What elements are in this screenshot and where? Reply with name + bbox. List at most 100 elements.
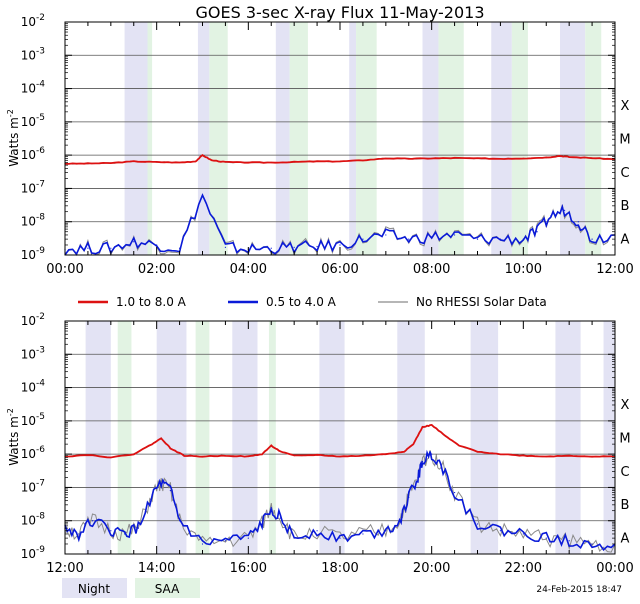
timestamp: 24-Feb-2015 18:47 xyxy=(536,585,622,595)
series-long-point xyxy=(87,454,89,456)
series-long-point xyxy=(476,157,479,159)
series-short-norhessi-line xyxy=(64,450,616,553)
series-long-point xyxy=(339,455,341,458)
series-long-point xyxy=(156,161,158,163)
x-tick-label: 12:00 xyxy=(46,561,83,576)
series-short-point xyxy=(91,520,94,522)
series-short-point xyxy=(178,520,181,522)
series-long-point xyxy=(316,160,318,162)
x-tick-label: 02:00 xyxy=(138,262,175,277)
series-long-point xyxy=(270,445,272,447)
series-long-point xyxy=(293,455,295,457)
series-long-point xyxy=(559,155,561,157)
flare-class-label: B xyxy=(621,199,630,214)
series-short-point xyxy=(591,238,593,240)
night-band xyxy=(491,22,512,255)
series-long-point xyxy=(201,455,204,458)
series-short-point xyxy=(169,490,172,492)
saa-band xyxy=(356,22,377,255)
legend-night-swatch xyxy=(62,578,127,598)
top-y-axis-label: Watts m-2 xyxy=(6,109,21,167)
flare-class-label: C xyxy=(620,465,629,480)
x-tick-label: 22:00 xyxy=(505,561,542,576)
series-long-point xyxy=(261,453,263,455)
night-band xyxy=(422,22,439,255)
legend-long-label: 1.0 to 8.0 A xyxy=(116,295,187,309)
series-short-point xyxy=(247,537,249,539)
night-band xyxy=(85,321,111,554)
y-tick-label: 10-9 xyxy=(21,545,46,561)
series-short-point xyxy=(362,533,364,535)
series-short-point xyxy=(577,221,579,223)
top-panel: 10-2 10-3 10-4 10-5 10-6 10-7 10-8 10-9 00:00 02… xyxy=(6,13,634,277)
series-short-point xyxy=(385,530,387,532)
night-band xyxy=(470,321,499,554)
series-short-point xyxy=(316,245,318,248)
series-short-point xyxy=(110,247,112,249)
series-short-point xyxy=(151,494,153,496)
series-legend: 1.0 to 8.0 A 0.5 to 4.0 A No RHESSI Sola… xyxy=(78,295,547,309)
bottom-panel: 10-2 10-3 10-4 10-5 10-6 10-7 10-8 10-9 12:00 14… xyxy=(6,312,634,576)
series-short-point xyxy=(499,530,502,532)
series-long-point xyxy=(110,456,112,458)
flare-class-label: C xyxy=(620,166,629,181)
night-band xyxy=(124,22,148,255)
series-long-point xyxy=(169,447,172,449)
night-band xyxy=(560,22,586,255)
series-short-point xyxy=(408,496,410,499)
series-long-point xyxy=(316,454,318,456)
night-band xyxy=(603,321,615,554)
y-tick-label: 10-5 xyxy=(21,412,45,428)
flare-class-label: X xyxy=(621,398,630,413)
x-tick-label: 12:00 xyxy=(596,262,633,277)
series-long-point xyxy=(362,455,364,457)
series-long-point xyxy=(385,453,387,455)
series-short-point xyxy=(270,247,272,249)
series-short-point xyxy=(591,543,593,545)
series-long-point xyxy=(421,426,424,428)
flare-class-label: X xyxy=(621,99,630,114)
night-band xyxy=(349,22,357,255)
night-band xyxy=(319,321,345,554)
series-short-point xyxy=(224,540,227,542)
y-tick-label: 10-4 xyxy=(21,80,46,96)
series-long-point xyxy=(247,161,249,164)
saa-band xyxy=(585,22,602,255)
x-tick-label: 06:00 xyxy=(321,262,358,277)
series-long-point xyxy=(133,160,135,162)
y-tick-label: 10-6 xyxy=(21,445,46,461)
series-short-point xyxy=(224,246,227,248)
series-short-point xyxy=(545,537,547,539)
series-long-point xyxy=(431,157,433,159)
series-long-point xyxy=(293,161,295,163)
saa-band xyxy=(117,321,132,554)
series-short-point xyxy=(453,234,456,236)
series-short-point xyxy=(417,476,419,479)
series-long-line xyxy=(65,153,616,165)
y-tick-label: 10-4 xyxy=(21,379,46,395)
series-short-point xyxy=(568,540,570,542)
flare-class-label: M xyxy=(619,133,630,148)
series-long-point xyxy=(201,154,204,156)
series-short-point xyxy=(137,527,139,529)
series-short-point xyxy=(316,530,318,532)
series-long-point xyxy=(224,161,227,163)
series-short-point xyxy=(133,241,135,243)
series-long-point xyxy=(522,157,524,159)
saa-band xyxy=(438,22,464,255)
series-long-point xyxy=(87,162,89,165)
flare-class-label: M xyxy=(619,432,630,447)
night-band xyxy=(555,321,581,554)
series-long-point xyxy=(453,157,456,159)
series-short-point xyxy=(522,238,524,240)
y-tick-label: 10-7 xyxy=(21,478,45,494)
night-band xyxy=(275,22,290,255)
flare-class-label: B xyxy=(621,498,630,513)
series-long-point xyxy=(339,160,341,162)
series-long-point xyxy=(431,424,433,426)
series-long-point xyxy=(545,455,547,458)
series-short-point xyxy=(385,234,387,236)
series-short-point xyxy=(522,533,524,535)
bottom-y-axis-label: Watts m-2 xyxy=(6,408,21,466)
